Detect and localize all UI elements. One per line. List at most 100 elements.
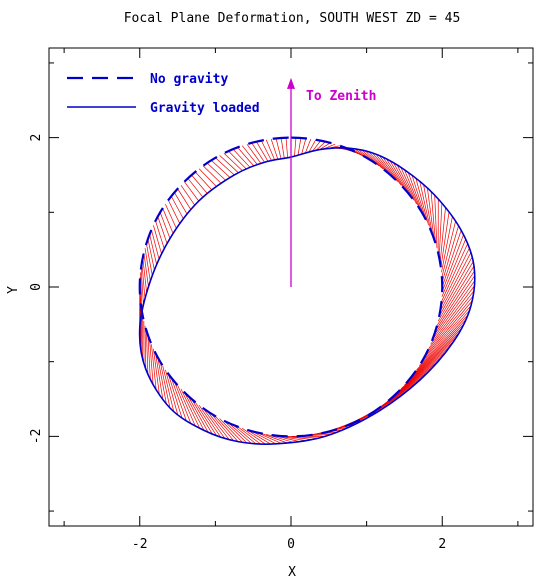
displacement-line <box>170 377 187 422</box>
x-tick-label: 0 <box>287 537 295 552</box>
chart-title: Focal Plane Deformation, SOUTH WEST ZD =… <box>124 11 461 26</box>
displacement-line <box>436 265 475 327</box>
displacement-line <box>428 290 475 349</box>
axes: -2 0 2 -2 0 2 X Y <box>6 47 534 580</box>
displacement-line <box>404 169 423 213</box>
displacement-line <box>210 413 234 441</box>
displacement-line <box>219 418 243 443</box>
displacement-line <box>285 137 288 158</box>
displacement-line <box>266 433 294 443</box>
displacement-line <box>441 234 464 293</box>
displacement-line <box>275 138 282 159</box>
displacement-line <box>441 225 459 283</box>
displacement-line <box>237 426 261 445</box>
displacement-line <box>232 148 251 168</box>
displacement-line <box>206 410 230 440</box>
displacement-line <box>162 208 174 234</box>
displacement-line <box>144 248 151 282</box>
displacement-line <box>260 140 272 161</box>
displacement-line <box>151 344 157 390</box>
y-tick-label: -2 <box>29 429 44 445</box>
displacement-line <box>246 143 262 164</box>
displacement-line <box>184 392 205 431</box>
displacement-line <box>232 424 257 445</box>
displacement-line <box>404 332 460 386</box>
displacement-line <box>421 305 472 362</box>
series-gravity-loaded-line <box>138 146 476 445</box>
displacement-line <box>411 175 427 221</box>
displacement-line <box>180 388 201 429</box>
displacement-line <box>286 435 319 439</box>
displacement-line <box>206 162 226 181</box>
displacement-line <box>215 157 235 176</box>
displacement-line <box>210 160 231 178</box>
displacement-line <box>439 207 446 263</box>
displacement-line <box>416 314 469 371</box>
displacement-line <box>441 238 467 297</box>
displacement-line <box>430 285 475 345</box>
displacement-line <box>177 188 192 210</box>
displacement-line <box>441 230 462 288</box>
displacement-line <box>157 216 168 244</box>
zenith-arrow: To Zenith <box>287 77 376 287</box>
displacement-line <box>437 261 474 322</box>
displacement-line <box>198 405 222 438</box>
x-tick-label: -2 <box>132 537 148 552</box>
displacement-line <box>304 138 312 154</box>
displacement-line <box>400 167 420 209</box>
displacement-line <box>280 137 285 159</box>
displacement-line <box>419 181 431 230</box>
displacement-line <box>155 220 165 249</box>
displacement-line <box>147 238 155 271</box>
displacement-line <box>198 168 217 187</box>
displacement-line <box>435 270 475 331</box>
displacement-line <box>441 216 453 273</box>
displacement-line <box>187 178 204 198</box>
displacement-line <box>396 164 417 205</box>
displacement-line <box>397 341 454 393</box>
displacement-line <box>219 155 239 173</box>
displacement-line <box>223 420 248 444</box>
displacement-line <box>153 225 162 254</box>
displacement-line <box>438 256 473 317</box>
displacement-line <box>143 252 149 287</box>
displacement-line <box>440 247 470 307</box>
displacement-line <box>423 184 433 235</box>
displacement-line <box>142 257 148 293</box>
displacement-line <box>427 187 435 239</box>
displacement-line <box>151 229 160 260</box>
displacement-line <box>441 243 468 302</box>
displacement-line <box>223 152 243 171</box>
displacement-line <box>202 407 226 439</box>
displacement-line <box>237 147 254 167</box>
displacement-line <box>430 191 436 244</box>
displacement-line <box>228 422 252 444</box>
x-axis-title: X <box>288 565 296 580</box>
displacement-line <box>407 327 463 382</box>
displacement-line <box>141 262 146 299</box>
displacement-line <box>440 211 450 268</box>
displacement-line <box>407 172 425 217</box>
displacement-line <box>432 280 475 340</box>
displacement-line <box>147 335 151 380</box>
displacement-line <box>297 137 302 156</box>
displacement-line <box>149 234 157 265</box>
y-axis-title: Y <box>6 286 21 294</box>
displacement-line <box>195 171 213 191</box>
displacement-line <box>242 428 266 445</box>
displacement-line <box>202 165 222 184</box>
displacement-line <box>187 395 209 433</box>
displacement-line <box>423 300 473 358</box>
axis-tick-labels: -2 0 2 -2 0 2 <box>29 134 446 552</box>
displacement-line <box>167 373 183 419</box>
displacement-line <box>157 357 167 405</box>
zenith-arrow-head <box>287 77 295 89</box>
displacement-line <box>144 325 147 370</box>
legend-label-no-gravity: No gravity <box>150 72 228 87</box>
displacement-line <box>162 365 175 412</box>
displacement-line <box>174 192 188 215</box>
displacement-line <box>301 138 307 155</box>
displacement-line <box>382 156 405 189</box>
displacement-line <box>308 139 317 153</box>
